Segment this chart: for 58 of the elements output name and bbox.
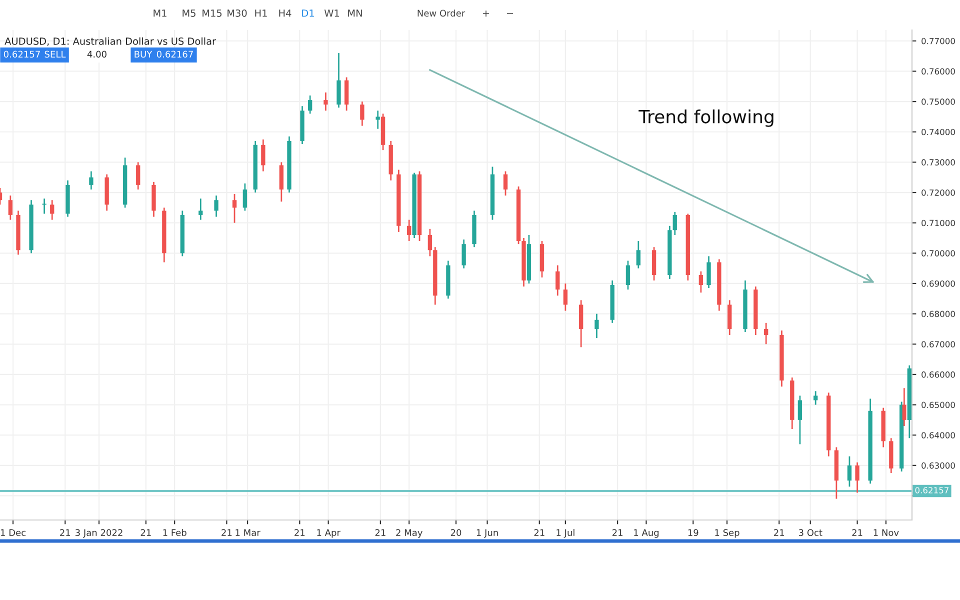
x-tick-label: 3 Jan 2022 — [76, 529, 122, 538]
text: + — [482, 10, 490, 17]
x-tick-label: 1 Feb — [163, 529, 186, 536]
text: M1 — [154, 10, 166, 17]
y-tick-label: 0.65000 — [922, 402, 955, 408]
text: M15 — [202, 10, 222, 17]
x-tick-label: 1 Jun — [476, 529, 498, 538]
annotation: Trend following — [638, 109, 774, 127]
annotation: SELL — [44, 50, 66, 58]
x-tick-label: 1 Dec — [0, 529, 26, 536]
x-tick-label: 21 — [140, 529, 151, 536]
x-tick-label: 19 — [688, 529, 698, 536]
y-tick-label: 0.72000 — [922, 190, 955, 196]
x-tick-label: 20 — [450, 529, 462, 536]
text: New Order — [418, 10, 466, 17]
x-tick-label: 21 — [294, 529, 305, 536]
y-tick-label: 0.77000 — [922, 38, 955, 44]
y-tick-label: 0.68000 — [922, 310, 955, 318]
y-tick-label: 0.76000 — [922, 68, 955, 75]
y-tick-label: 0.75000 — [922, 98, 955, 105]
x-tick-label: 1 Sep — [715, 529, 740, 538]
x-tick-label: 21 — [375, 529, 386, 536]
y-tick-label: 0.66000 — [922, 371, 955, 378]
ref-line-label: 0.62157 — [915, 487, 948, 494]
text: H4 — [279, 10, 292, 17]
x-tick-label: 21 — [222, 529, 232, 536]
text: H1 — [255, 10, 267, 17]
y-tick-label: 0.71000 — [922, 220, 955, 226]
text: W1 — [324, 10, 339, 17]
y-tick-label: 0.63000 — [922, 462, 955, 469]
y-tick-label: 0.73000 — [922, 159, 955, 166]
x-tick-label: 21 — [612, 529, 622, 536]
text: M5 — [182, 10, 196, 17]
y-tick-label: 0.70000 — [922, 250, 955, 256]
x-tick-label: 1 Mar — [236, 529, 260, 536]
x-tick-label: 1 Nov — [874, 529, 899, 536]
annotation: BUY — [134, 50, 152, 58]
x-tick-label: 1 Aug — [634, 529, 659, 538]
x-tick-label: 2 May — [396, 529, 422, 538]
x-tick-label: 3 Oct — [798, 529, 822, 536]
y-tick-label: 0.74000 — [922, 128, 955, 136]
annotation: 4.00 — [87, 50, 106, 58]
annotation: 0.62157 — [4, 50, 40, 58]
text: MN — [348, 10, 362, 17]
y-tick-label: 0.67000 — [922, 341, 955, 348]
text: AUDUSD, D1: Australian Dollar vs US Dollar — [4, 37, 216, 46]
x-tick-label: 21 — [60, 529, 70, 536]
x-tick-label: 21 — [774, 529, 784, 536]
text: D1 — [302, 10, 314, 17]
x-tick-label: 1 Jul — [556, 529, 574, 538]
text: M30 — [228, 9, 247, 17]
y-tick-label: 0.69000 — [922, 280, 955, 287]
y-tick-label: 0.64000 — [922, 432, 955, 438]
x-tick-label: 1 Apr — [317, 529, 340, 538]
x-tick-label: 21 — [534, 529, 544, 536]
annotation: 0.62167 — [156, 50, 193, 58]
x-tick-label: 21 — [852, 529, 862, 536]
text: − — [506, 13, 514, 14]
